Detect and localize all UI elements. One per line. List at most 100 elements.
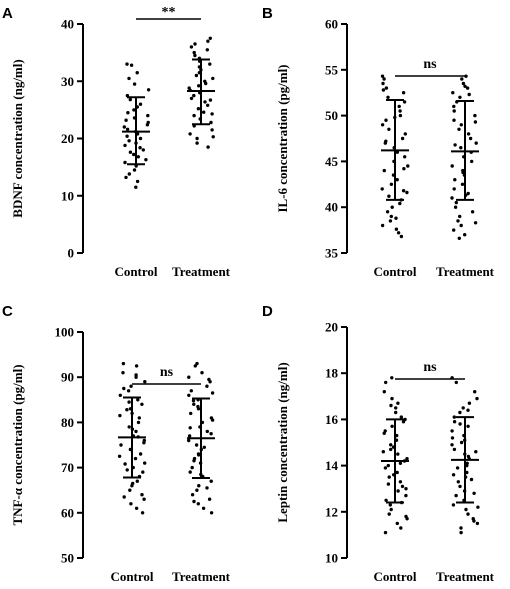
data-point xyxy=(146,113,150,118)
data-point xyxy=(382,431,386,435)
data-point xyxy=(195,488,199,492)
significance-label: ns xyxy=(423,360,437,375)
data-point xyxy=(196,502,200,506)
data-point xyxy=(457,236,461,240)
data-point xyxy=(125,127,130,131)
data-point xyxy=(118,413,122,418)
data-point xyxy=(451,91,455,95)
data-point xyxy=(138,146,142,150)
data-point xyxy=(457,127,461,131)
data-point xyxy=(129,502,133,506)
data-point xyxy=(381,81,385,86)
data-point xyxy=(456,219,460,223)
x-category-label: Control xyxy=(373,569,416,584)
y-tick-label: 50 xyxy=(325,108,338,123)
panel-letter: D xyxy=(262,303,273,320)
data-point xyxy=(451,503,456,507)
y-tick-label: 90 xyxy=(61,370,74,385)
data-point xyxy=(195,136,199,141)
data-point xyxy=(127,425,131,429)
data-point xyxy=(400,136,405,141)
data-point xyxy=(403,155,407,159)
data-point xyxy=(134,185,138,189)
data-point xyxy=(142,441,146,445)
data-point xyxy=(473,221,478,225)
data-point xyxy=(209,432,213,436)
data-point xyxy=(187,86,191,90)
data-point xyxy=(464,507,468,512)
data-point xyxy=(192,93,196,98)
data-point xyxy=(205,429,209,434)
data-point xyxy=(146,120,150,125)
data-point xyxy=(124,118,128,122)
data-point xyxy=(470,210,475,214)
data-point xyxy=(187,434,192,438)
y-tick-label: 50 xyxy=(61,551,74,566)
significance-label: ns xyxy=(423,57,437,72)
data-point xyxy=(466,512,470,516)
data-point xyxy=(466,191,470,196)
y-tick-label: 20 xyxy=(325,320,338,335)
y-tick-label: 18 xyxy=(325,366,339,381)
y-tick-label: 35 xyxy=(325,246,339,261)
x-category-label: Treatment xyxy=(436,264,495,279)
data-point xyxy=(127,172,131,176)
data-point xyxy=(136,155,140,159)
data-point xyxy=(209,120,213,125)
data-point xyxy=(396,452,400,456)
data-point xyxy=(134,429,138,434)
data-point xyxy=(450,196,454,200)
data-point xyxy=(465,86,470,90)
data-point xyxy=(125,62,129,66)
data-point xyxy=(475,396,479,401)
data-point xyxy=(395,178,399,182)
data-point xyxy=(402,100,407,104)
y-axis-title: Leptin concentration (ng/ml) xyxy=(275,362,290,522)
y-tick-label: 20 xyxy=(61,131,74,146)
data-point xyxy=(389,447,393,452)
data-point xyxy=(192,50,196,55)
data-point xyxy=(141,470,145,474)
data-point xyxy=(203,100,207,104)
data-point xyxy=(401,189,406,193)
data-point xyxy=(394,406,398,410)
data-point xyxy=(399,415,403,419)
data-point xyxy=(210,128,214,132)
data-point xyxy=(132,152,136,157)
data-point xyxy=(473,120,478,124)
data-point xyxy=(191,399,196,403)
significance-label: ns xyxy=(160,365,174,380)
data-point xyxy=(143,380,147,384)
data-point xyxy=(132,168,137,172)
data-point xyxy=(194,443,199,447)
data-point xyxy=(210,112,214,116)
data-point xyxy=(387,512,391,516)
data-point xyxy=(118,393,123,397)
panel-letter: C xyxy=(2,303,13,320)
data-point xyxy=(201,506,206,510)
data-point xyxy=(127,139,131,143)
x-category-label: Control xyxy=(114,264,157,279)
data-point xyxy=(452,228,456,232)
data-point xyxy=(205,384,209,388)
data-point xyxy=(452,447,457,452)
data-point xyxy=(384,86,389,90)
data-point xyxy=(454,200,458,205)
y-tick-label: 14 xyxy=(325,458,339,473)
x-category-label: Treatment xyxy=(172,264,231,279)
data-point xyxy=(458,422,462,426)
data-point xyxy=(136,420,141,425)
data-point xyxy=(200,371,204,375)
data-point xyxy=(126,389,131,393)
data-point xyxy=(469,477,474,482)
data-point xyxy=(381,450,385,454)
data-point xyxy=(461,170,465,175)
data-point xyxy=(122,125,127,129)
data-point xyxy=(389,182,394,186)
data-point xyxy=(466,408,470,412)
data-point xyxy=(127,400,131,404)
y-tick-label: 12 xyxy=(325,504,338,519)
data-point xyxy=(207,497,212,501)
data-point xyxy=(452,104,456,109)
data-point xyxy=(134,373,138,377)
